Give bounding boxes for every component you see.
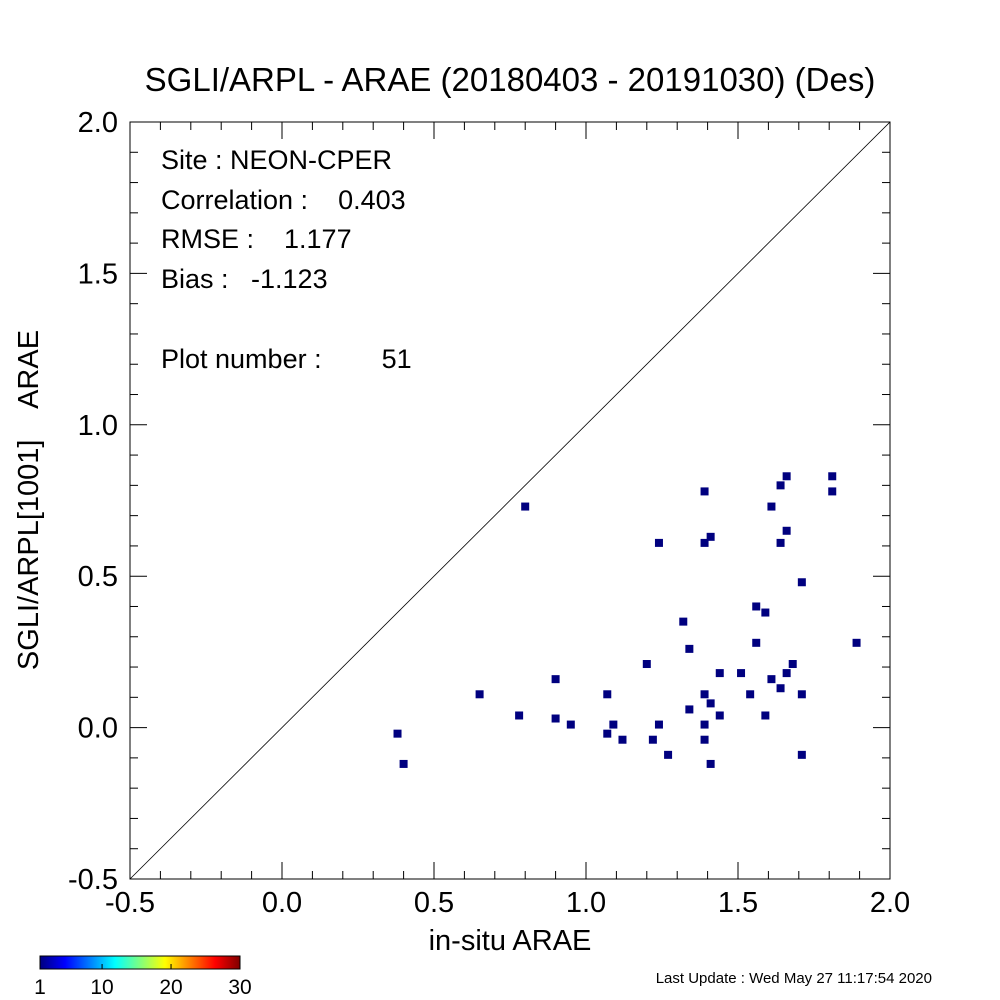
data-point-31 [746,690,755,699]
data-point-12 [642,660,651,669]
data-point-13 [648,735,657,744]
data-point-30 [737,669,746,678]
data-point-37 [767,675,776,684]
data-point-15 [654,720,663,729]
y-tick-label-0: -0.5 [68,864,118,896]
data-point-3 [515,711,524,720]
colorbar: 1 10 20 30 [34,955,252,999]
data-point-4 [521,502,530,511]
stat-site: Site : NEON-CPER [161,145,392,175]
data-point-25 [706,532,715,541]
data-point-18 [685,644,694,653]
colorbar-tick-label-0: 1 [34,976,46,999]
data-point-33 [752,638,761,647]
data-point-41 [782,472,791,481]
data-point-46 [797,690,806,699]
data-point-21 [700,538,709,547]
stat-rmse: RMSE : 1.177 [161,224,352,254]
y-tick-label-4: 1.5 [78,258,118,290]
data-point-7 [566,720,575,729]
data-point-6 [551,714,560,723]
data-point-38 [776,481,785,490]
data-point-14 [654,538,663,547]
stat-bias: Bias : -1.123 [161,264,328,294]
last-update-text: Last Update : Wed May 27 11:17:54 2020 [656,970,932,987]
data-point-9 [603,729,612,738]
x-tick-label-0: -0.5 [105,887,155,919]
data-point-44 [788,660,797,669]
data-point-22 [700,690,709,699]
data-point-23 [700,720,709,729]
colorbar-tick-label-3: 30 [228,976,251,999]
data-point-27 [706,759,715,768]
data-point-34 [761,608,770,617]
data-point-17 [679,617,688,626]
data-point-28 [715,669,724,678]
data-point-10 [609,720,618,729]
data-point-26 [706,699,715,708]
data-point-43 [782,669,791,678]
x-tick-label-5: 2.0 [870,887,910,919]
data-point-19 [685,705,694,714]
data-point-20 [700,487,709,496]
axis-ticks [129,121,891,880]
data-point-42 [782,526,791,535]
y-tick-label-5: 2.0 [78,107,118,139]
data-point-50 [852,638,861,647]
data-point-35 [761,711,770,720]
data-point-24 [700,735,709,744]
data-point-39 [776,538,785,547]
data-point-49 [828,487,837,496]
plot-frame [129,121,891,880]
data-point-2 [475,690,484,699]
one-to-one-line [129,121,891,880]
data-point-0 [393,729,402,738]
data-point-48 [828,472,837,481]
x-tick-label-4: 1.5 [718,887,758,919]
x-axis-label: in-situ ARAE [429,925,592,957]
chart-title: SGLI/ARPL - ARAE (20180403 - 20191030) (… [145,61,876,98]
y-axis-label: SGLI/ARPL[1001] ARAE [13,330,45,670]
data-point-5 [551,675,560,684]
data-point-8 [603,690,612,699]
x-tick-label-2: 0.5 [414,887,454,919]
colorbar-tick-label-1: 10 [90,976,113,999]
stat-plot-number: Plot number : 51 [161,344,412,374]
data-point-45 [797,578,806,587]
y-tick-label-1: 0.0 [78,713,118,745]
plot-area: -0.5 0.0 0.5 1.0 1.5 2.0 -0.5 0.0 0.5 1.0 1.5 2.0 [68,107,910,919]
x-tick-label-3: 1.0 [566,887,606,919]
data-point-36 [767,502,776,511]
stat-correlation: Correlation : 0.403 [161,185,406,215]
colorbar-tick-label-2: 20 [159,976,182,999]
data-point-29 [715,711,724,720]
y-tick-label-3: 1.0 [78,410,118,442]
colorbar-gradient [39,955,241,970]
x-tick-label-1: 0.0 [262,887,302,919]
y-tick-label-2: 0.5 [78,561,118,593]
data-point-40 [776,684,785,693]
data-point-47 [797,750,806,759]
stats-panel: Site : NEON-CPER Correlation : 0.403 RMS… [161,145,412,374]
data-point-11 [618,735,627,744]
data-point-32 [752,602,761,611]
data-point-1 [399,759,408,768]
data-point-16 [664,750,673,759]
